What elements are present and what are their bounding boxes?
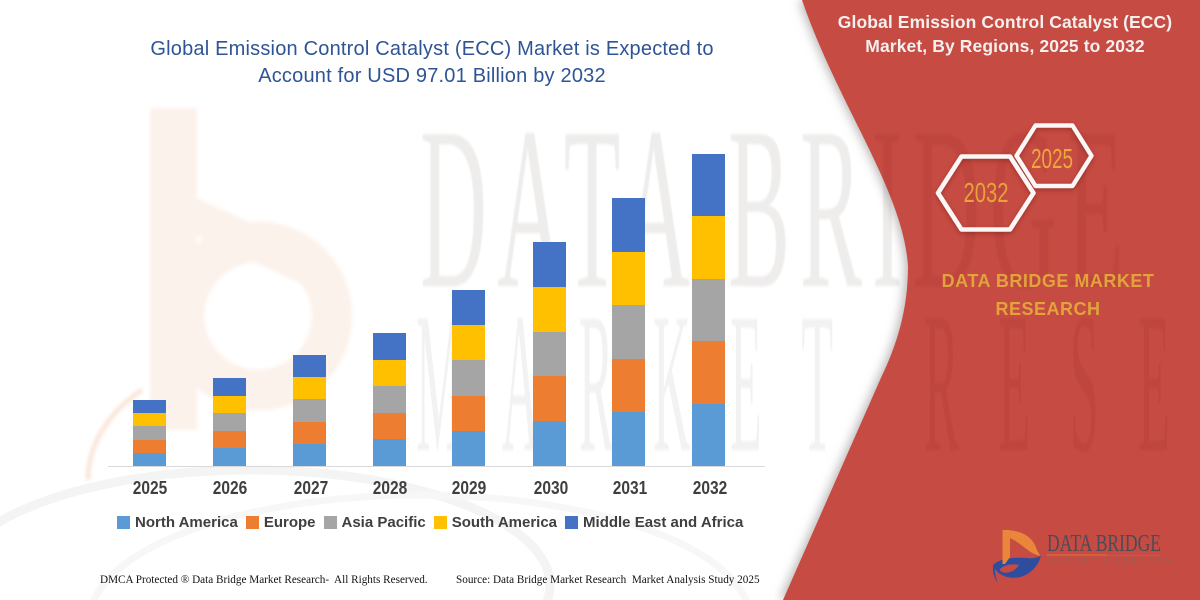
svg-text:2032: 2032 [964,180,1009,206]
svg-text:2025: 2025 [1031,146,1073,172]
